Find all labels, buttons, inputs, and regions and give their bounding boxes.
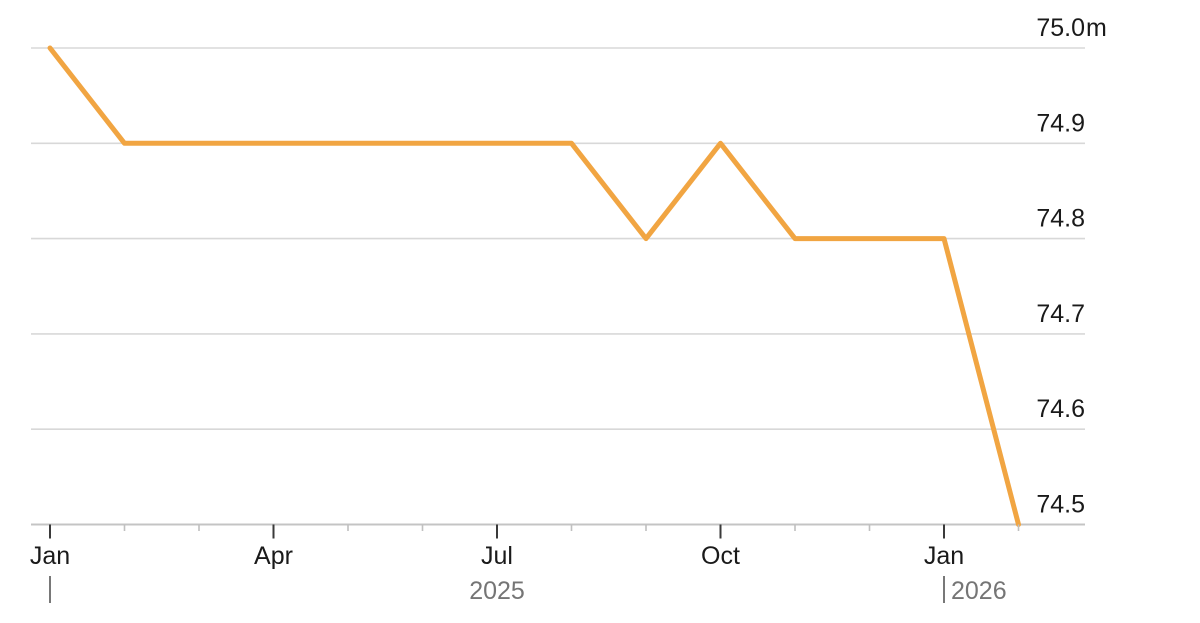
y-axis-label: 74.8	[1036, 205, 1085, 233]
x-axis-label: Jan	[30, 542, 70, 570]
x-axis-label: Apr	[254, 542, 293, 570]
y-axis-unit-suffix: m	[1086, 14, 1107, 42]
x-axis-label: Oct	[701, 542, 740, 570]
y-axis-label: 74.9	[1036, 109, 1085, 137]
data-line-series	[47, 45, 1021, 527]
y-axis-label: 74.7	[1036, 300, 1085, 328]
x-axis-label: Jul	[481, 542, 513, 570]
y-axis-label: 74.5	[1036, 491, 1085, 519]
year-label: 2025	[469, 577, 525, 605]
y-axis-label: 74.6	[1036, 395, 1085, 423]
year-label: 2026	[951, 577, 1007, 605]
x-axis-label: Jan	[924, 542, 964, 570]
y-axis-label: 75.0	[1036, 14, 1085, 42]
